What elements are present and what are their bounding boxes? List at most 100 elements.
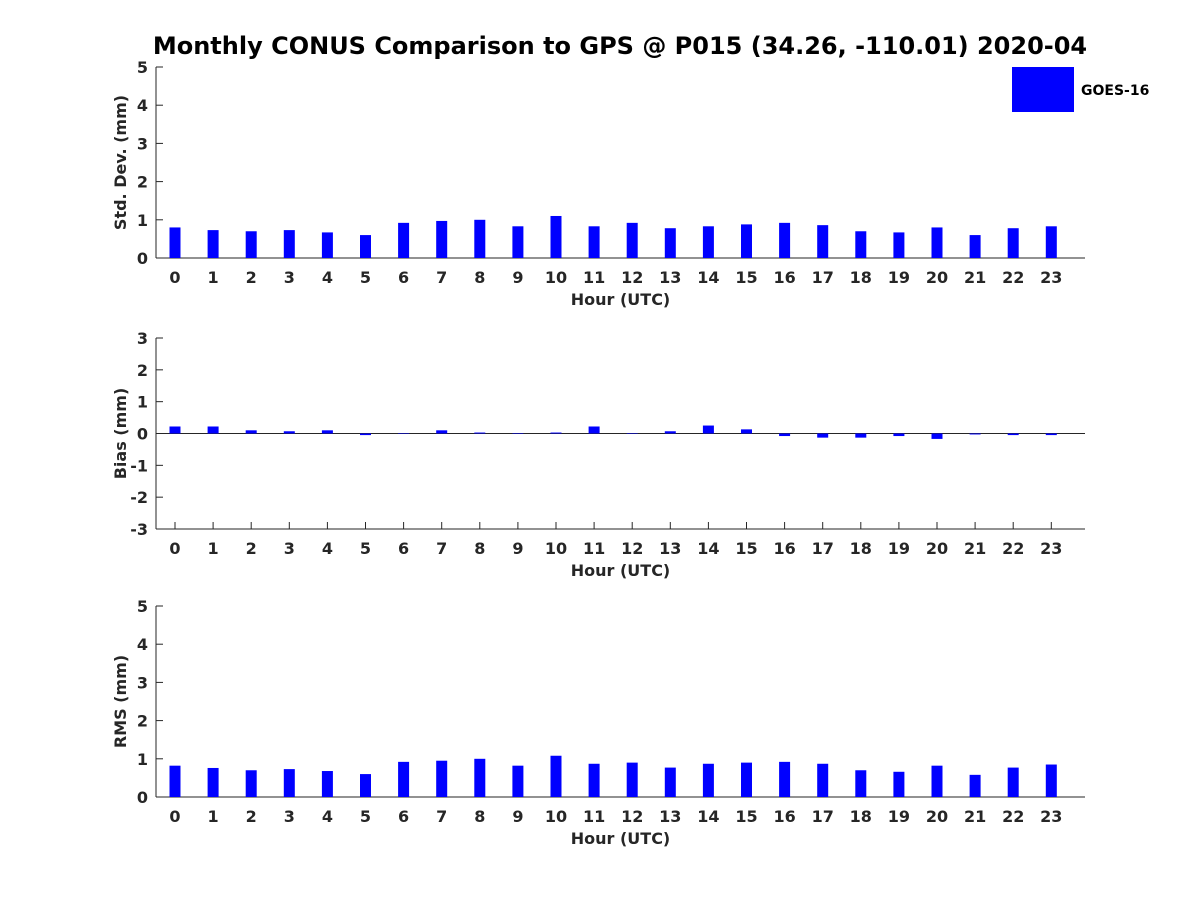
x-tick-label: 4 [322, 268, 333, 287]
chart-title: Monthly CONUS Comparison to GPS @ P015 (… [153, 32, 1087, 60]
y-tick-label: 2 [137, 173, 148, 192]
bar-hour-6 [398, 761, 410, 797]
bar-hour-9 [512, 765, 524, 797]
bar-hour-1 [207, 230, 219, 258]
bar-hour-3 [283, 769, 295, 797]
x-tick-label: 12 [621, 268, 643, 287]
x-tick-label: 22 [1002, 807, 1024, 826]
x-tick-label: 17 [812, 268, 834, 287]
x-tick-label: 18 [850, 807, 872, 826]
bar-hour-11 [588, 426, 600, 434]
bar-hour-8 [474, 758, 486, 797]
bar-hour-16 [779, 222, 791, 258]
bar-hour-20 [931, 433, 943, 439]
x-tick-label: 19 [888, 539, 910, 558]
x-tick-label: 9 [512, 807, 523, 826]
x-tick-label: 8 [474, 539, 485, 558]
bar-hour-23 [1045, 764, 1057, 797]
x-tick-label: 20 [926, 539, 948, 558]
legend-swatch [1012, 67, 1074, 112]
bar-hour-4 [321, 430, 333, 434]
x-tick-label: 22 [1002, 268, 1024, 287]
bar-hour-21 [969, 235, 981, 258]
bar-hour-0 [169, 426, 181, 434]
x-tick-label: 15 [735, 268, 757, 287]
y-tick-label: -3 [130, 520, 148, 539]
x-tick-label: 10 [545, 268, 567, 287]
x-tick-label: 19 [888, 807, 910, 826]
x-tick-label: 21 [964, 539, 986, 558]
bar-hour-9 [512, 433, 524, 434]
bar-hour-12 [626, 222, 638, 258]
x-tick-label: 7 [436, 807, 447, 826]
bar-hour-13 [664, 767, 676, 797]
y-tick-label: 3 [137, 673, 148, 692]
bar-hour-2 [245, 770, 257, 797]
bar-hour-7 [436, 220, 448, 258]
x-tick-label: 16 [773, 539, 795, 558]
x-tick-label: 7 [436, 268, 447, 287]
x-tick-label: 8 [474, 807, 485, 826]
bar-hour-7 [436, 760, 448, 797]
x-tick-label: 20 [926, 268, 948, 287]
bar-hour-6 [398, 222, 410, 258]
x-axis-label: Hour (UTC) [571, 561, 671, 580]
y-tick-label: 4 [137, 635, 148, 654]
x-tick-label: 11 [583, 539, 605, 558]
x-tick-label: 2 [246, 268, 257, 287]
bar-hour-9 [512, 226, 524, 258]
x-tick-label: 1 [208, 539, 219, 558]
bar-hour-4 [321, 232, 333, 258]
x-axis-label: Hour (UTC) [571, 829, 671, 848]
x-tick-label: 14 [697, 807, 719, 826]
y-tick-label: 4 [137, 96, 148, 115]
x-tick-label: 7 [436, 539, 447, 558]
x-tick-label: 0 [169, 539, 180, 558]
x-tick-label: 15 [735, 807, 757, 826]
x-tick-label: 5 [360, 539, 371, 558]
bar-hour-11 [588, 226, 600, 258]
bar-hour-4 [321, 771, 333, 797]
bar-hour-12 [626, 433, 638, 434]
bar-hour-22 [1007, 228, 1019, 258]
bar-hour-2 [245, 430, 257, 434]
bar-hour-5 [360, 235, 371, 258]
bar-hour-13 [664, 431, 676, 434]
y-tick-label: 2 [137, 712, 148, 731]
x-tick-label: 16 [773, 807, 795, 826]
x-tick-label: 6 [398, 268, 409, 287]
x-tick-label: 0 [169, 807, 180, 826]
bar-hour-22 [1007, 767, 1019, 797]
bar-hour-5 [360, 774, 371, 797]
x-tick-label: 23 [1040, 268, 1062, 287]
bar-hour-10 [550, 755, 562, 797]
bar-hour-7 [436, 430, 448, 434]
x-tick-label: 5 [360, 807, 371, 826]
bar-hour-18 [855, 433, 867, 438]
y-tick-label: 0 [137, 788, 148, 807]
bar-hour-15 [741, 224, 752, 258]
bar-hour-14 [702, 425, 714, 434]
y-tick-label: 1 [137, 750, 148, 769]
bar-hour-1 [207, 426, 219, 434]
bar-hour-1 [207, 767, 219, 797]
bar-hour-12 [626, 762, 638, 797]
bar-hour-21 [969, 774, 981, 797]
y-tick-label: -2 [130, 488, 148, 507]
y-axis-label: RMS (mm) [111, 655, 130, 748]
bar-hour-2 [245, 231, 257, 258]
y-tick-label: -1 [130, 456, 148, 475]
y-tick-label: 3 [137, 329, 148, 348]
x-tick-label: 22 [1002, 539, 1024, 558]
bar-hour-5 [360, 433, 371, 436]
x-tick-label: 1 [208, 268, 219, 287]
x-tick-label: 18 [850, 268, 872, 287]
bar-hour-11 [588, 763, 600, 797]
bar-hour-19 [893, 232, 905, 258]
y-tick-label: 1 [137, 393, 148, 412]
bar-hour-8 [474, 432, 486, 434]
bar-hour-10 [550, 215, 562, 258]
bar-hour-17 [817, 763, 829, 797]
